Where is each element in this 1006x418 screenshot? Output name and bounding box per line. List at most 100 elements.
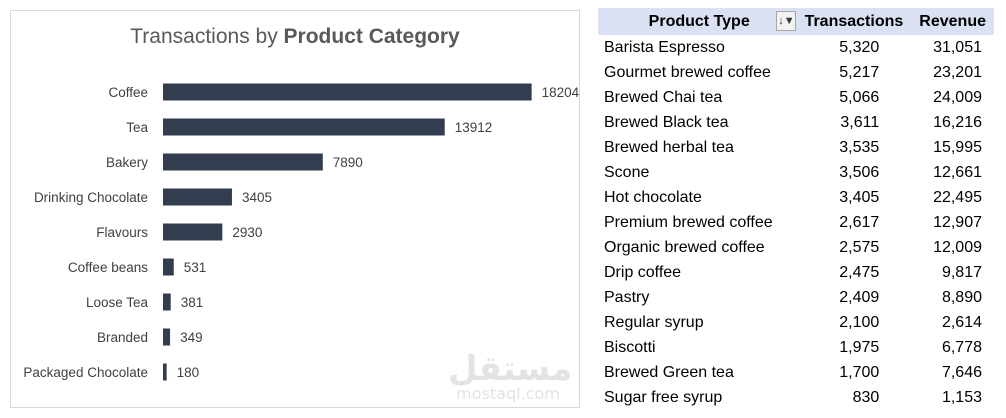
cell-product-type: Gourmet brewed coffee (604, 63, 771, 81)
cell-revenue: 6,778 (941, 338, 982, 356)
category-label: Bakery (106, 155, 148, 170)
cell-revenue: 24,009 (933, 88, 982, 106)
data-label: 13912 (455, 120, 493, 135)
cell-revenue: 2,614 (941, 313, 982, 331)
chart-title-prefix: Transactions by (130, 25, 284, 48)
data-label: 7890 (333, 155, 363, 170)
pivot-table: Product Type ↓▼ Transactions Revenue Bar… (598, 8, 994, 410)
cell-transactions: 830 (852, 388, 880, 406)
data-label: 180 (177, 365, 200, 380)
cell-product-type: Brewed Chai tea (604, 88, 723, 106)
cell-product-type: Organic brewed coffee (604, 238, 765, 256)
table-row: Brewed herbal tea 3,535 15,995 (598, 135, 994, 160)
header-transactions: Transactions (800, 8, 908, 35)
cell-product-type: Brewed herbal tea (604, 138, 734, 156)
table-row: Barista Espresso 5,320 31,051 (598, 35, 994, 60)
table-header-row: Product Type ↓▼ Transactions Revenue (598, 8, 994, 35)
table-body: Barista Espresso 5,320 31,051 Gourmet brewe… (598, 35, 994, 410)
data-label: 18204 (542, 85, 580, 100)
category-label: Packaged Chocolate (23, 365, 148, 380)
bar (163, 223, 223, 241)
chart-title-bold: Product Category (283, 25, 460, 48)
cell-revenue: 1,153 (941, 388, 982, 406)
header-product-type[interactable]: Product Type ↓▼ (598, 8, 801, 35)
cell-revenue: 12,907 (933, 213, 982, 231)
table-row: Pastry 2,409 8,890 (598, 285, 994, 310)
table-row: Brewed Green tea 1,700 7,646 (598, 360, 994, 385)
cell-revenue: 12,661 (933, 163, 982, 181)
watermark-logo-arabic: مستقل (448, 349, 573, 389)
cell-product-type: Drip coffee (604, 263, 682, 281)
cell-revenue: 12,009 (933, 238, 982, 256)
table-row: Organic brewed coffee 2,575 12,009 (598, 235, 994, 260)
chart-title: Transactions by Product Category (11, 25, 579, 49)
watermark-text: mostaql.com (456, 384, 560, 403)
category-label: Coffee beans (68, 260, 148, 275)
cell-transactions: 5,066 (839, 88, 880, 106)
cell-revenue: 7,646 (941, 363, 982, 381)
sort-filter-icon[interactable]: ↓▼ (776, 11, 797, 31)
category-label: Loose Tea (86, 295, 149, 310)
cell-transactions: 2,100 (839, 313, 880, 331)
cell-product-type: Scone (604, 163, 650, 181)
bar (163, 328, 171, 346)
cell-transactions: 2,475 (839, 263, 880, 281)
header-revenue: Revenue (907, 8, 994, 35)
table-row: Biscotti 1,975 6,778 (598, 335, 994, 360)
bar (163, 363, 167, 381)
cell-product-type: Sugar free syrup (604, 388, 723, 406)
table-row: Brewed Black tea 3,611 16,216 (598, 110, 994, 135)
data-label: 349 (180, 330, 203, 345)
table-row: Sugar free syrup 830 1,153 (598, 385, 994, 410)
data-label: 2930 (232, 225, 262, 240)
bar (163, 258, 174, 276)
data-label: 381 (181, 295, 204, 310)
bar-chart: Coffee 18204 Tea 13912 Bakery 7890 Drinking Ch… (23, 83, 580, 381)
data-label: 531 (184, 260, 207, 275)
cell-revenue: 8,890 (941, 288, 982, 306)
chart-panel: Transactions by Product Category Coffee 1… (10, 10, 580, 408)
table-row: Regular syrup 2,100 2,614 (598, 310, 994, 335)
cell-revenue: 16,216 (933, 113, 982, 131)
cell-revenue: 22,495 (933, 188, 982, 206)
header-product-type-label: Product Type (648, 12, 750, 30)
cell-product-type: Barista Espresso (604, 38, 725, 56)
data-label: 3405 (242, 190, 272, 205)
cell-transactions: 3,506 (839, 163, 880, 181)
bar (163, 188, 232, 206)
cell-product-type: Hot chocolate (604, 188, 702, 206)
pivot-table-panel: Product Type ↓▼ Transactions Revenue Bar… (598, 8, 994, 410)
cell-revenue: 31,051 (933, 38, 982, 56)
cell-transactions: 3,405 (839, 188, 880, 206)
table-row: Hot chocolate 3,405 22,495 (598, 185, 994, 210)
table-row: Drip coffee 2,475 9,817 (598, 260, 994, 285)
category-label: Flavours (96, 225, 148, 240)
table-row: Gourmet brewed coffee 5,217 23,201 (598, 60, 994, 85)
cell-transactions: 2,575 (839, 238, 880, 256)
category-label: Coffee (108, 85, 148, 100)
category-label: Tea (126, 120, 148, 135)
cell-product-type: Pastry (604, 288, 650, 306)
cell-product-type: Premium brewed coffee (604, 213, 773, 231)
cell-transactions: 5,320 (839, 38, 880, 56)
category-label: Drinking Chocolate (34, 190, 148, 205)
cell-revenue: 23,201 (933, 63, 982, 81)
cell-transactions: 2,617 (839, 213, 880, 231)
bar (163, 83, 532, 101)
cell-product-type: Regular syrup (604, 313, 704, 331)
cell-revenue: 15,995 (933, 138, 982, 156)
table-row: Premium brewed coffee 2,617 12,907 (598, 210, 994, 235)
bar (163, 293, 171, 311)
cell-transactions: 1,700 (839, 363, 880, 381)
cell-transactions: 3,535 (839, 138, 880, 156)
cell-transactions: 1,975 (839, 338, 880, 356)
table-row: Scone 3,506 12,661 (598, 160, 994, 185)
bar (163, 118, 445, 136)
cell-transactions: 3,611 (840, 113, 880, 131)
cell-product-type: Brewed Green tea (604, 363, 734, 381)
cell-transactions: 5,217 (839, 63, 880, 81)
cell-product-type: Brewed Black tea (604, 113, 729, 131)
cell-transactions: 2,409 (839, 288, 880, 306)
table-row: Brewed Chai tea 5,066 24,009 (598, 85, 994, 110)
watermark-logo: مستقل mostaql.com (448, 349, 573, 403)
